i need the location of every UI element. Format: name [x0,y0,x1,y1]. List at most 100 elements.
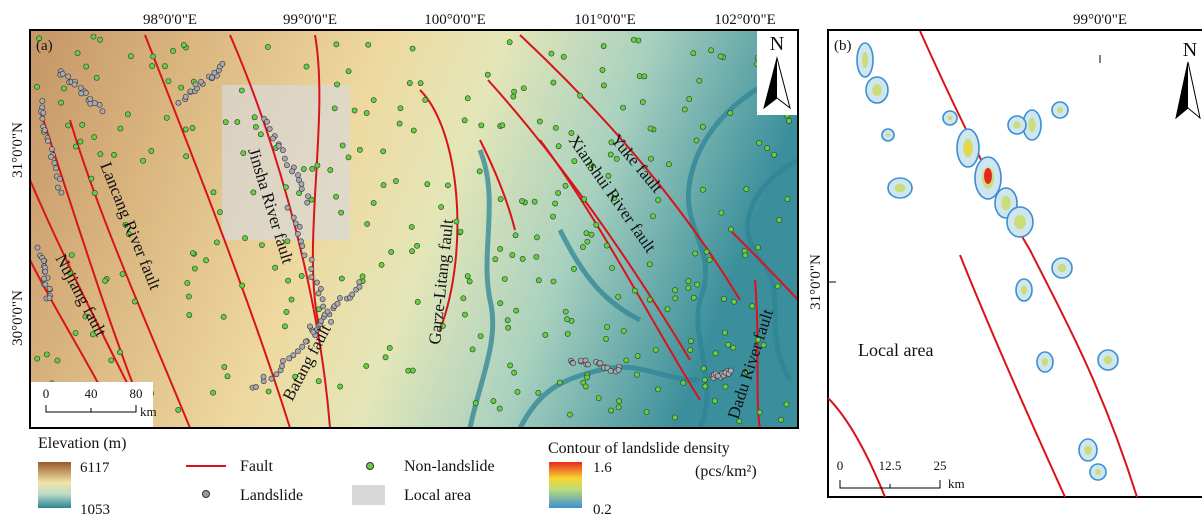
non-landslide-point [91,34,96,39]
landslide-point [280,148,285,153]
landslide-point [320,297,325,302]
landslide-point [41,258,46,263]
density-core [1095,469,1101,475]
non-landslide-point [648,126,653,131]
non-landslide-point [772,152,777,157]
lon-tick: 100°0'0"E [424,12,486,28]
landslide-point [299,186,304,191]
non-landslide-point [506,325,511,330]
non-landslide-point [604,243,609,248]
non-landslide-point [603,336,608,341]
non-landslide-point [478,333,483,338]
non-landslide-point [273,265,278,270]
non-landslide-point [695,282,700,287]
non-landslide-point [707,257,712,262]
non-landslide-point [750,304,755,309]
non-landslide-point [505,318,510,323]
landslide-point [728,368,733,373]
landslide-point [305,194,310,199]
landslide-point [269,376,274,381]
non-landslide-point [585,239,590,244]
non-landslide-point [551,279,556,284]
landslide-point [309,257,314,262]
landslide-point [305,200,310,205]
non-landslide-point [686,285,691,290]
non-landslide-point [73,330,78,335]
non-landslide-point [409,224,414,229]
non-landslide-point [415,299,420,304]
lon-tick: 98°0'0"E [143,12,197,28]
non-landslide-point [176,407,181,412]
non-landslide-point [78,139,83,144]
non-landslide-point [181,42,186,47]
panel-label: (a) [36,38,53,54]
non-landslide-point [150,54,155,59]
elevation-bar [38,462,71,508]
non-landslide-point [617,398,622,403]
landslide-point [40,98,45,103]
landslide-point [193,82,198,87]
landslide-point [282,156,287,161]
landslide-point [42,127,47,132]
landslide-point [299,181,304,186]
landslide-point [285,205,290,210]
landslide-point [350,292,355,297]
landslide-point [571,361,576,366]
non-landslide-point [513,233,518,238]
legend: Elevation (m) 6117 1053 Fault Landslide … [38,435,757,518]
density-peak [965,142,971,154]
non-landslide-point [621,328,626,333]
landslide-point [274,372,279,377]
non-landslide-point [647,262,652,267]
non-landslide-point [778,417,783,422]
non-landslide-point [648,156,653,161]
legend-label: 1.6 [593,460,612,476]
non-landslide-point [117,350,122,355]
landslide-point [337,295,342,300]
non-landslide-point [694,138,699,143]
landslide-point [291,353,296,358]
non-landslide-point [616,294,621,299]
non-landslide-point [693,251,698,256]
non-landslide-point [381,182,386,187]
scale-unit: km [140,404,157,419]
non-landslide-point [666,162,671,167]
non-landslide-point [584,231,589,236]
non-landslide-point [582,197,587,202]
non-landslide-point [299,273,304,278]
non-landslide-point [493,257,498,262]
non-landslide-point [631,37,636,42]
density-core [1021,285,1027,295]
non-landslide-point [765,146,770,151]
non-landslide-point [439,204,444,209]
non-landslide-point [721,296,726,301]
non-landslide-point [80,122,85,127]
landslide-point [43,282,48,287]
non-landslide-point [537,119,542,124]
north-label: N [770,33,784,55]
landslide-point [357,280,362,285]
landslide-point [66,74,71,79]
lat-tick: 31°0'0"N [10,122,26,178]
non-landslide-point [253,124,258,129]
non-landslide-point [550,214,555,219]
non-landslide-point [183,127,188,132]
non-landslide-point [536,278,541,283]
landslide-point [321,304,326,309]
non-landslide-point [722,330,727,335]
non-landslide-point [497,406,502,411]
non-landslide-point [170,48,175,53]
non-landslide-point [461,296,466,301]
non-landslide-point [239,88,244,93]
landslide-point [40,116,45,121]
non-landslide-point [665,307,670,312]
landslide-point [295,173,300,178]
legend-label: Non-landslide [404,458,495,475]
non-landslide-point [520,256,525,261]
non-landslide-point [187,312,192,317]
landslide-point [43,269,48,274]
lon-tick: 99°0'0"E [1073,12,1127,28]
landslide-point [53,166,58,171]
non-landslide-point [92,135,97,140]
page: Lancang River fault Nujiang fault Jinsha… [0,0,1202,519]
